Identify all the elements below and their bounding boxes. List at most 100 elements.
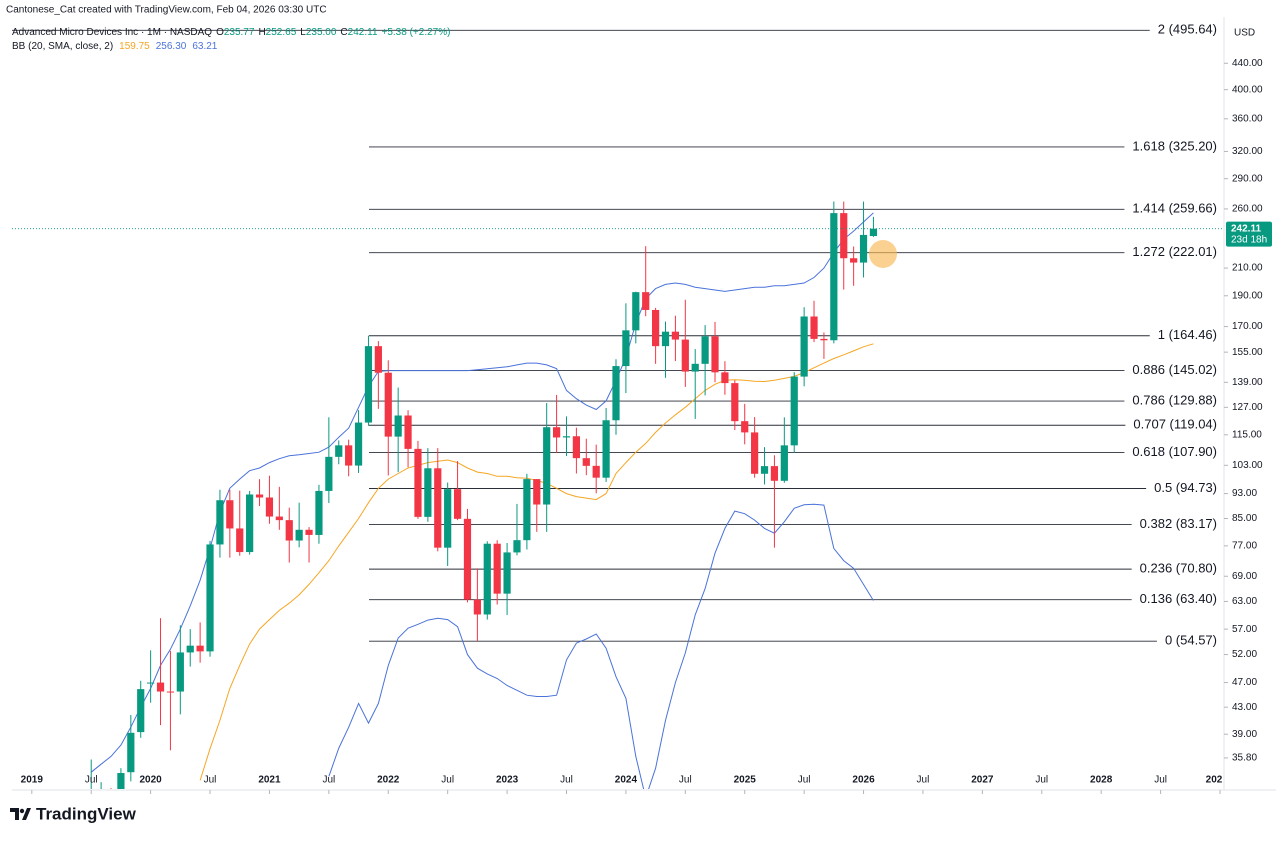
candle-body	[196, 645, 204, 652]
bollinger-band	[328, 503, 874, 789]
candle-body	[661, 331, 670, 347]
candle-body	[830, 213, 838, 341]
x-tick-label: Jul	[560, 775, 573, 786]
candle-body	[820, 338, 828, 341]
candle-body	[483, 543, 491, 615]
y-tick-label: 320.00	[1232, 146, 1263, 157]
x-tick-label: 2020	[139, 775, 162, 786]
y-tick-label: 190.00	[1232, 290, 1263, 301]
candle-body	[315, 490, 323, 535]
candle-body	[463, 518, 472, 600]
y-tick-label: 155.00	[1232, 347, 1263, 358]
candle-body	[434, 468, 442, 548]
candle-body	[275, 516, 283, 521]
candle-body	[453, 489, 462, 519]
candle-body	[265, 497, 274, 517]
y-tick-label: 35.80	[1232, 753, 1257, 764]
candle-body	[790, 376, 798, 446]
candle-body	[770, 466, 779, 481]
bb-value: 63.21	[192, 41, 217, 52]
candle-body	[681, 339, 689, 372]
candle-body	[800, 316, 808, 377]
candle-body	[226, 500, 234, 529]
candle-body	[117, 773, 125, 789]
x-tick-label: 202	[1206, 775, 1223, 786]
candle-body	[671, 331, 680, 340]
y-tick-label: 85.00	[1232, 513, 1257, 524]
candle-body	[701, 336, 709, 364]
candle-body	[424, 468, 432, 517]
candle-body	[711, 336, 719, 373]
candle-body	[552, 427, 561, 438]
candle-body	[691, 363, 699, 372]
countdown: 23d 18h	[1231, 234, 1267, 245]
fib-label: 0.236 (70.80)	[1140, 561, 1217, 576]
ohlc-value: 235.00	[306, 27, 337, 38]
ohlc-key: O	[216, 27, 224, 38]
brand: TradingView	[36, 804, 137, 823]
candle-body	[582, 458, 590, 466]
candle-body	[523, 479, 531, 541]
symbol: Advanced Micro Devices Inc · 1M · NASDAQ	[12, 27, 212, 38]
x-tick-label: 2021	[258, 775, 281, 786]
ohlc-key: C	[340, 27, 347, 38]
candle-body	[543, 427, 551, 505]
fib-label: 0.786 (129.88)	[1132, 393, 1217, 408]
y-tick-label: 69.00	[1232, 571, 1257, 582]
fib-label: 0.707 (119.04)	[1133, 417, 1217, 432]
fib-label: 1 (164.46)	[1158, 327, 1217, 342]
candle-body	[216, 500, 224, 545]
candle-body	[741, 421, 749, 433]
ohlc-key: L	[300, 27, 306, 38]
change: +5.38 (+2.27%)	[382, 27, 451, 38]
ohlc-value: 242.11	[348, 27, 378, 38]
bb-legend: BB (20, SMA, close, 2) 159.75 256.30 63.21	[12, 41, 218, 52]
candle-body	[513, 540, 521, 553]
candle-body	[444, 489, 452, 548]
fib-label: 1.272 (222.01)	[1132, 244, 1217, 259]
symbol-legend: Advanced Micro Devices Inc · 1M · NASDAQ…	[12, 27, 450, 38]
candle-body	[632, 292, 640, 331]
bb-value: 159.75	[119, 41, 150, 52]
currency: USD	[1234, 28, 1255, 39]
candle-body	[731, 383, 739, 422]
bb-value: 256.30	[156, 41, 187, 52]
candle-body	[869, 228, 878, 237]
candle-body	[751, 432, 759, 474]
highlight-marker	[869, 240, 897, 268]
candle-body	[364, 346, 373, 423]
y-tick-label: 77.00	[1232, 541, 1257, 552]
fib-label: 1.618 (325.20)	[1132, 138, 1217, 153]
candle-body	[206, 544, 214, 652]
x-tick-label: 2027	[971, 775, 994, 786]
logo-dot	[19, 808, 25, 814]
fib-label: 0.886 (145.02)	[1132, 362, 1217, 377]
x-tick-label: Jul	[204, 775, 217, 786]
candle-body	[592, 465, 600, 478]
candle-body	[602, 420, 610, 478]
y-tick-label: 290.00	[1232, 173, 1263, 184]
fib-label: 0 (54.57)	[1165, 633, 1217, 648]
candle-body	[503, 552, 511, 594]
candle-body	[572, 436, 580, 459]
fib-label: 0.382 (83.17)	[1140, 516, 1217, 531]
candle-body	[156, 682, 165, 692]
candle-body	[810, 316, 818, 339]
candle-body	[166, 691, 175, 693]
candle-body	[147, 682, 155, 684]
x-tick-label: Jul	[85, 775, 98, 786]
y-tick-label: 170.00	[1232, 321, 1263, 332]
ohlc-value: 235.77	[224, 27, 255, 38]
candle-body	[850, 258, 858, 263]
candle-body	[493, 543, 501, 594]
y-tick-label: 52.00	[1232, 649, 1257, 660]
logo	[10, 808, 31, 820]
fib-label: 0.136 (63.40)	[1140, 591, 1217, 606]
price-tag	[1226, 221, 1272, 247]
candle-body	[642, 292, 650, 310]
candle-body	[840, 213, 848, 259]
candle-body	[335, 445, 343, 457]
candle-body	[859, 234, 868, 263]
